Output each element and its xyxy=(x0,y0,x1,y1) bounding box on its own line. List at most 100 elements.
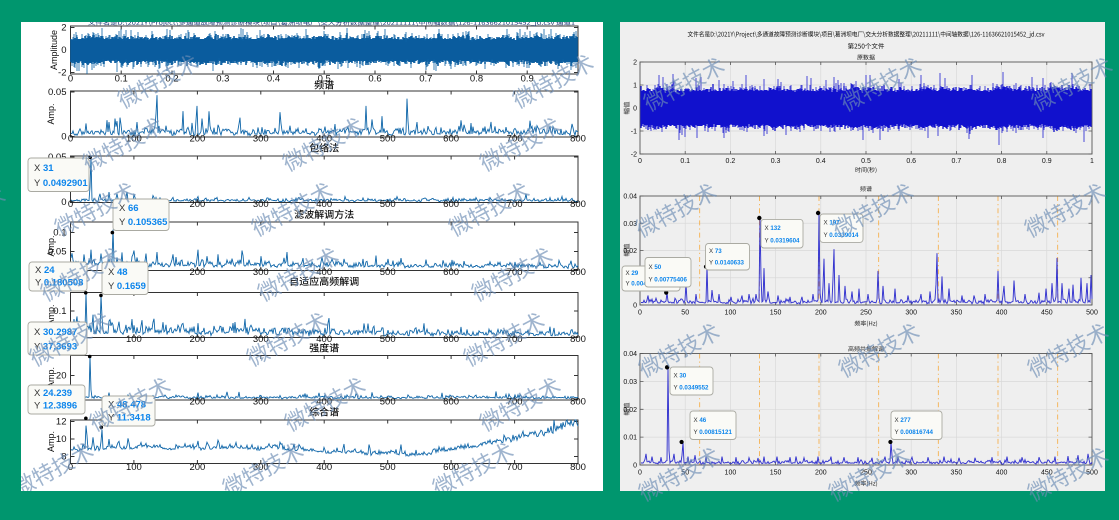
svg-text:0.9: 0.9 xyxy=(521,74,534,85)
svg-text:0.6: 0.6 xyxy=(906,158,916,165)
svg-text:0: 0 xyxy=(61,132,66,143)
svg-text:50: 50 xyxy=(681,470,689,477)
svg-text:500: 500 xyxy=(380,462,396,473)
svg-text:0.3: 0.3 xyxy=(216,74,229,85)
svg-text:Amp.: Amp. xyxy=(46,367,56,388)
svg-text:600: 600 xyxy=(443,462,459,473)
svg-text:0.3: 0.3 xyxy=(771,158,781,165)
svg-text:800: 800 xyxy=(570,334,586,345)
svg-text:1: 1 xyxy=(633,83,637,90)
svg-text:2: 2 xyxy=(61,23,66,34)
svg-text:0: 0 xyxy=(638,158,642,165)
svg-text:0.1: 0.1 xyxy=(53,228,66,239)
svg-text:0: 0 xyxy=(633,303,637,310)
svg-text:Amplitude: Amplitude xyxy=(49,30,59,70)
svg-text:Y 0.0319604: Y 0.0319604 xyxy=(765,238,801,245)
svg-text:Y 0.1659: Y 0.1659 xyxy=(108,281,146,292)
svg-text:Y 11.3418: Y 11.3418 xyxy=(108,413,151,424)
svg-text:300: 300 xyxy=(253,199,269,210)
svg-text:0.05: 0.05 xyxy=(48,87,67,98)
svg-text:400: 400 xyxy=(316,134,332,145)
svg-text:0.04: 0.04 xyxy=(623,351,637,358)
svg-text:0.7: 0.7 xyxy=(419,74,432,85)
svg-text:Amp.: Amp. xyxy=(46,103,56,124)
svg-text:200: 200 xyxy=(189,397,205,408)
svg-text:350: 350 xyxy=(951,470,963,477)
svg-text:300: 300 xyxy=(905,310,917,317)
svg-text:0: 0 xyxy=(61,45,66,56)
svg-text:Y 12.3896: Y 12.3896 xyxy=(34,401,77,412)
svg-text:0.02: 0.02 xyxy=(623,407,637,414)
svg-text:10: 10 xyxy=(56,434,67,445)
svg-text:Y 0.00775406: Y 0.00775406 xyxy=(649,277,688,284)
svg-text:0.2: 0.2 xyxy=(726,158,736,165)
svg-text:X 30: X 30 xyxy=(674,373,687,380)
svg-text:0.6: 0.6 xyxy=(368,74,381,85)
svg-text:0: 0 xyxy=(638,470,642,477)
svg-text:250: 250 xyxy=(860,310,872,317)
svg-text:0.7: 0.7 xyxy=(952,158,962,165)
svg-text:X 73: X 73 xyxy=(709,248,722,255)
svg-text:450: 450 xyxy=(1041,470,1053,477)
svg-text:Y 0.105365: Y 0.105365 xyxy=(119,217,168,228)
svg-text:500: 500 xyxy=(380,334,396,345)
svg-text:400: 400 xyxy=(316,199,332,210)
svg-text:700: 700 xyxy=(507,267,523,278)
svg-text:0.8: 0.8 xyxy=(470,74,483,85)
svg-text:500: 500 xyxy=(380,199,396,210)
svg-text:0.01: 0.01 xyxy=(623,435,637,442)
svg-text:12: 12 xyxy=(56,417,67,428)
svg-text:500: 500 xyxy=(1086,310,1098,317)
svg-text:0: 0 xyxy=(61,197,66,208)
svg-text:Amp.: Amp. xyxy=(46,304,56,325)
svg-text:0: 0 xyxy=(638,310,642,317)
svg-text:Amp.: Amp. xyxy=(46,235,56,256)
svg-text:0: 0 xyxy=(633,106,637,113)
svg-text:X 66: X 66 xyxy=(119,203,139,214)
svg-text:100: 100 xyxy=(126,462,142,473)
svg-text:700: 700 xyxy=(507,462,523,473)
svg-text:600: 600 xyxy=(443,267,459,278)
svg-text:150: 150 xyxy=(770,310,782,317)
svg-text:X 30.2987: X 30.2987 xyxy=(34,327,77,338)
svg-text:0.02: 0.02 xyxy=(623,248,637,255)
svg-text:600: 600 xyxy=(443,397,459,408)
svg-text:300: 300 xyxy=(253,334,269,345)
svg-text:200: 200 xyxy=(189,199,205,210)
svg-text:400: 400 xyxy=(316,267,332,278)
svg-text:500: 500 xyxy=(380,397,396,408)
svg-text:800: 800 xyxy=(570,397,586,408)
svg-text:400: 400 xyxy=(316,462,332,473)
svg-text:20: 20 xyxy=(56,371,67,382)
svg-text:150: 150 xyxy=(770,470,782,477)
svg-text:0.03: 0.03 xyxy=(623,221,637,228)
svg-text:0.8: 0.8 xyxy=(997,158,1007,165)
svg-text:X 48: X 48 xyxy=(108,267,128,278)
svg-text:Y 0.0492901: Y 0.0492901 xyxy=(34,178,88,189)
svg-text:500: 500 xyxy=(380,267,396,278)
svg-text:X 46: X 46 xyxy=(694,417,707,424)
svg-text:200: 200 xyxy=(815,310,827,317)
svg-text:700: 700 xyxy=(507,334,523,345)
svg-text:-2: -2 xyxy=(58,68,66,79)
svg-text:800: 800 xyxy=(570,199,586,210)
svg-text:X 31: X 31 xyxy=(34,163,54,174)
svg-text:200: 200 xyxy=(189,334,205,345)
svg-text:500: 500 xyxy=(380,134,396,145)
svg-text:0.4: 0.4 xyxy=(816,158,826,165)
svg-text:100: 100 xyxy=(126,134,142,145)
svg-text:Amp.: Amp. xyxy=(46,431,56,452)
svg-text:800: 800 xyxy=(570,267,586,278)
svg-text:400: 400 xyxy=(996,470,1008,477)
svg-text:Y 0.0349552: Y 0.0349552 xyxy=(674,385,710,392)
svg-text:0.4: 0.4 xyxy=(267,74,280,85)
svg-text:X 197: X 197 xyxy=(824,220,841,227)
svg-text:600: 600 xyxy=(443,334,459,345)
svg-text:Y 0.180508: Y 0.180508 xyxy=(35,278,83,289)
svg-text:50: 50 xyxy=(681,310,689,317)
svg-text:0.04: 0.04 xyxy=(623,194,637,201)
svg-text:600: 600 xyxy=(443,199,459,210)
svg-text:400: 400 xyxy=(996,310,1008,317)
svg-text:X 132: X 132 xyxy=(765,225,782,232)
svg-text:Y 0.00816744: Y 0.00816744 xyxy=(895,429,934,436)
